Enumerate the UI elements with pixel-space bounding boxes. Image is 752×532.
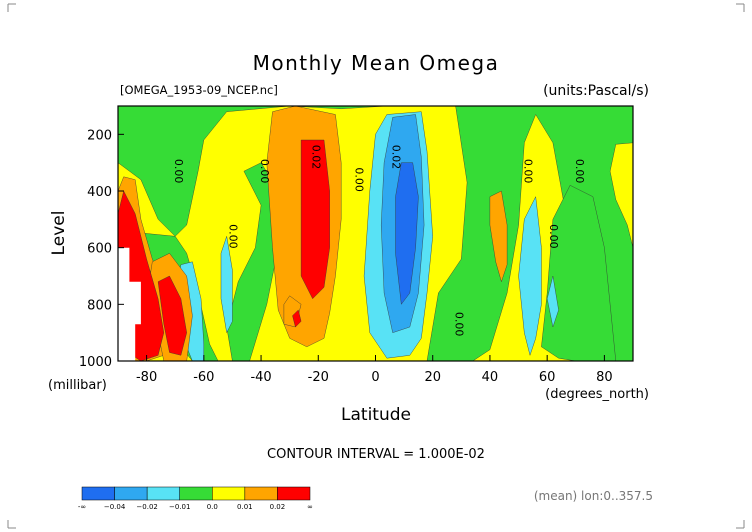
- y-tick-label: 200: [87, 128, 112, 143]
- x-tick-label: 80: [596, 370, 613, 385]
- y-tick-label: 400: [87, 185, 112, 200]
- contour-label: 0.00: [172, 159, 185, 184]
- colorbar-label: -∞: [78, 503, 86, 511]
- contour-label: 0.00: [547, 224, 560, 249]
- colorbar-label: 0.01: [237, 503, 253, 511]
- contour-label: 0.02: [390, 145, 403, 170]
- contour-interval-note: CONTOUR INTERVAL = 1.000E-02: [267, 447, 485, 462]
- colorbar-label: −0.01: [169, 503, 190, 511]
- corner-marks: [7, 3, 745, 529]
- x-axis: -80 -60 -40 -20 0 20 40 60 80: [136, 355, 613, 385]
- x-tick-label: -20: [308, 370, 329, 385]
- contour-region: [220, 236, 233, 334]
- colorbar-swatch: [81, 486, 115, 501]
- contour-fill-layer: [118, 106, 633, 361]
- y-tick-label: 600: [87, 242, 112, 257]
- contour-region: [395, 162, 419, 305]
- contour-label: 0.00: [573, 159, 586, 184]
- chart-title: Monthly Mean Omega: [253, 51, 500, 75]
- contour-region: [292, 309, 302, 328]
- file-label: [OMEGA_1953-09_NCEP.nc]: [120, 83, 278, 97]
- x-tick-label: 0: [371, 370, 379, 385]
- colorbar-swatch: [146, 486, 180, 501]
- colorbar-label: 0.02: [270, 503, 286, 511]
- contour-label: 0.00: [258, 159, 271, 184]
- contour-region: [518, 196, 542, 357]
- colorbar-label: −0.02: [136, 503, 157, 511]
- y-axis-unit: (millibar): [48, 378, 107, 393]
- contour-label-layer: 0.00 0.00 0.00 0.02 0.00 0.02 0.00 0.00 0.00 0.00: [172, 145, 586, 337]
- colorbar-label: 0.0: [207, 503, 218, 511]
- contour-label: 0.00: [227, 224, 240, 249]
- colorbar-swatch: [244, 486, 278, 501]
- colorbar-swatch: [212, 486, 246, 501]
- colorbar: -∞ −0.04 −0.02 −0.01 0.0 0.01 0.02 ∞: [78, 486, 313, 511]
- contour-label: 0.00: [453, 312, 466, 337]
- contour-region: [157, 275, 187, 356]
- y-tick-label: 800: [87, 298, 112, 313]
- contour-region: [489, 190, 508, 283]
- contour-label: 0.00: [352, 167, 365, 192]
- x-axis-unit: (degrees_north): [545, 387, 649, 402]
- mean-longitude-note: (mean) lon:0..357.5: [534, 489, 653, 503]
- contour-region: [118, 247, 141, 361]
- colorbar-label: ∞: [307, 503, 313, 511]
- x-tick-label: 40: [482, 370, 499, 385]
- contour-region: [300, 139, 330, 300]
- contour-label: 0.02: [310, 145, 323, 170]
- contour-region: [541, 185, 617, 361]
- x-tick-label: 20: [424, 370, 441, 385]
- y-axis-label: Level: [49, 211, 69, 256]
- colorbar-label: −0.04: [104, 503, 126, 511]
- y-tick-label: 1000: [79, 355, 112, 370]
- colorbar-swatch: [277, 486, 311, 501]
- x-tick-label: -40: [250, 370, 271, 385]
- units-label: (units:Pascal/s): [543, 83, 649, 99]
- y-axis: 200 400 600 800 1000: [79, 128, 124, 370]
- x-tick-label: 60: [539, 370, 556, 385]
- contour-label: 0.00: [521, 159, 534, 184]
- colorbar-swatch: [114, 486, 148, 501]
- contour-region: [546, 275, 559, 328]
- x-axis-label: Latitude: [341, 405, 411, 425]
- x-tick-label: -60: [193, 370, 214, 385]
- contour-region: [118, 106, 633, 361]
- colorbar-swatch: [179, 486, 213, 501]
- x-tick-label: -80: [136, 370, 157, 385]
